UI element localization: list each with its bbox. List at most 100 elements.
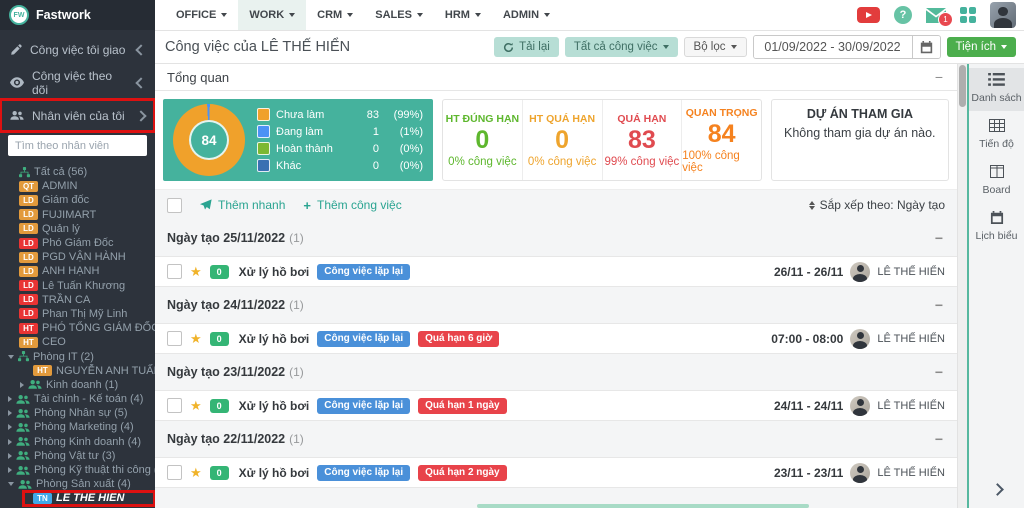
task-date: 24/11 - 24/11	[773, 398, 844, 413]
nav-item-work[interactable]: WORK	[238, 0, 307, 30]
tree-group-phong-it-2[interactable]: Phòng IT (2)	[0, 349, 155, 363]
task-row[interactable]: ★ 0 Xử lý hồ bơi Công việc lặp lại Quá hạn 1…	[155, 390, 957, 421]
employee-name: ANH HẠNH	[42, 265, 100, 278]
tree-group-phong-marketing-4[interactable]: Phòng Marketing (4)	[0, 420, 155, 434]
employee-search-input[interactable]	[8, 135, 147, 156]
tree-group-tai-chinh-ke-toan-4[interactable]: Tài chính - Kế toán (4)	[0, 392, 155, 406]
chevron-left-icon	[135, 76, 147, 89]
help-icon[interactable]: ?	[894, 6, 912, 24]
legend-percent: (0%)	[399, 159, 423, 172]
star-icon[interactable]: ★	[190, 331, 202, 346]
collapse-icon[interactable]: −	[934, 69, 943, 85]
tree-person-giam-oc[interactable]: LD Giám đốc	[0, 193, 155, 207]
tree-group-phong-san-xuat-4[interactable]: Phòng Sản xuất (4)	[0, 477, 155, 491]
tree-person-anh-hanh[interactable]: LD ANH HẠNH	[0, 264, 155, 278]
collapse-icon[interactable]: −	[934, 431, 943, 447]
tree-group-kinh-doanh-1[interactable]: Kinh doanh (1)	[0, 378, 155, 392]
sidebar-item-cong-viec-toi-giao[interactable]: Công việc tôi giao	[0, 33, 155, 66]
view-tien-o[interactable]: Tiến độ	[969, 114, 1024, 157]
assignee-avatar[interactable]	[850, 328, 871, 349]
assignee-avatar[interactable]	[850, 395, 871, 416]
nav-item-hrm[interactable]: HRM	[434, 0, 492, 30]
star-icon[interactable]: ★	[190, 465, 202, 480]
left-sidebar: FW Fastwork Công việc tôi giao Công việc …	[0, 0, 155, 508]
horizontal-scrollbar[interactable]	[477, 504, 809, 508]
tree-person-quan-ly[interactable]: LD Quản lý	[0, 222, 155, 236]
tree-group-phong-kinh-doanh-4[interactable]: Phòng Kinh doanh (4)	[0, 435, 155, 449]
nav-item-admin[interactable]: ADMIN	[492, 0, 561, 30]
tree-person-nguyen-anh-tuan[interactable]: HT NGUYỄN ANH TUẤN	[0, 364, 155, 378]
tree-person-pgd-van-hanh[interactable]: LD PGD VẬN HÀNH	[0, 250, 155, 264]
legend-item: Chưa làm 83 (99%)	[257, 108, 423, 121]
tree-person-fujimart[interactable]: LD FUJIMART	[0, 208, 155, 222]
task-row[interactable]: ★ 0 Xử lý hồ bơi Công việc lặp lại Quá hạn 2…	[155, 457, 957, 488]
sort-control[interactable]: Sắp xếp theo: Ngày tạo	[808, 198, 945, 212]
tree-person-le-the-hien[interactable]: TN LÊ THẾ HIỂN	[22, 490, 155, 507]
scrollbar-thumb[interactable]	[959, 65, 966, 107]
task-row[interactable]: ★ 0 Xử lý hồ bơi Công việc lặp lại Quá hạn 6…	[155, 323, 957, 354]
add-task-button[interactable]: + Thêm công việc	[303, 197, 402, 213]
task-checkbox[interactable]	[167, 465, 182, 480]
collapse-icon[interactable]: −	[934, 297, 943, 313]
tree-group-phong-vat-tu-3[interactable]: Phòng Vật tư (3)	[0, 449, 155, 463]
task-title[interactable]: Xử lý hồ bơi	[238, 331, 310, 346]
tree-person-pho-tong-giam-oc[interactable]: HT PHÓ TỔNG GIÁM ĐỐC	[0, 321, 155, 335]
tree-person-phan-thi-my-linh[interactable]: LD Phan Thị Mỹ Linh	[0, 307, 155, 321]
assignee-name: LÊ THẾ HIỂN	[877, 332, 945, 345]
notifications-button[interactable]: 1	[926, 7, 953, 27]
youtube-icon[interactable]	[857, 7, 880, 23]
utilities-dropdown[interactable]: Tiện ích	[946, 37, 1016, 57]
task-row[interactable]: ★ 0 Xử lý hồ bơi Công việc lặp lại 26/11 - 2…	[155, 256, 957, 287]
sidebar-item-nhan-vien-cua-toi[interactable]: Nhân viên của tôi	[0, 98, 155, 133]
view-lich-bieu[interactable]: Lịch biểu	[969, 206, 1024, 249]
group-label: Phòng Kỹ thuật thi công (12)	[34, 464, 155, 477]
vertical-scrollbar[interactable]	[957, 64, 967, 508]
view-danh-sach[interactable]: Danh sách	[969, 68, 1024, 111]
all-tasks-dropdown[interactable]: Tất cả công việc	[564, 37, 678, 57]
user-avatar[interactable]	[990, 2, 1016, 28]
nav-item-crm[interactable]: CRM	[306, 0, 364, 30]
task-checkbox[interactable]	[167, 264, 182, 279]
filter-dropdown[interactable]: Bộ lọc	[683, 37, 747, 57]
nav-item-sales[interactable]: SALES	[364, 0, 434, 30]
sidebar-item-label: Nhân viên của tôi	[32, 108, 125, 123]
stat-ht-ung-han: HT ĐÚNG HẠN 0 0% công việc	[443, 100, 522, 180]
assignee-avatar[interactable]	[850, 261, 871, 282]
legend-value: 0	[372, 142, 379, 155]
tree-group-phong-nhan-su-5[interactable]: Phòng Nhân sự (5)	[0, 406, 155, 420]
select-all-checkbox[interactable]	[167, 197, 182, 213]
calendar-button[interactable]	[911, 36, 940, 58]
reload-button[interactable]: Tải lại	[494, 37, 559, 57]
quick-add-button[interactable]: Thêm nhanh	[200, 198, 285, 212]
date-range-input[interactable]	[753, 36, 912, 58]
chevron-down-icon	[730, 45, 737, 49]
pencil-icon	[10, 43, 22, 56]
tree-group-phong-ky-thuat-thi-cong-12[interactable]: Phòng Kỹ thuật thi công (12)	[0, 463, 155, 477]
assignee-avatar[interactable]	[850, 462, 871, 483]
star-icon[interactable]: ★	[190, 264, 202, 279]
task-checkbox[interactable]	[167, 331, 182, 346]
sidebar-item-cong-viec-theo-doi[interactable]: Công việc theo dõi	[0, 66, 155, 99]
collapse-icon[interactable]: −	[934, 230, 943, 246]
employee-name: PGD VẬN HÀNH	[42, 251, 126, 264]
nav-item-office[interactable]: OFFICE	[165, 0, 238, 30]
tree-person-le-tuan-khuong[interactable]: LD Lê Tuấn Khương	[0, 279, 155, 293]
tree-person-admin[interactable]: QT ADMIN	[0, 179, 155, 193]
task-title[interactable]: Xử lý hồ bơi	[238, 465, 310, 480]
task-checkbox[interactable]	[167, 398, 182, 413]
apps-grid-icon[interactable]	[960, 7, 976, 23]
tree-person-pho-giam-oc[interactable]: LD Phó Giám Đốc	[0, 236, 155, 250]
tree-person-tran-ca[interactable]: LD TRẦN CA	[0, 293, 155, 307]
star-icon[interactable]: ★	[190, 398, 202, 413]
chevron-right-icon[interactable]	[990, 483, 1004, 496]
sidebar-search	[8, 135, 147, 156]
task-title[interactable]: Xử lý hồ bơi	[238, 264, 310, 279]
tree-person-ceo[interactable]: HT CEO	[0, 335, 155, 349]
stat-value: 0	[555, 125, 570, 154]
tree-group-tat-ca-56[interactable]: Tất cả (56)	[0, 165, 155, 179]
employee-name: NGUYỄN ANH TUẤN	[56, 364, 155, 377]
view-board[interactable]: Board	[969, 160, 1024, 203]
group-label: Phòng Marketing (4)	[34, 421, 134, 434]
task-title[interactable]: Xử lý hồ bơi	[238, 398, 310, 413]
collapse-icon[interactable]: −	[934, 364, 943, 380]
